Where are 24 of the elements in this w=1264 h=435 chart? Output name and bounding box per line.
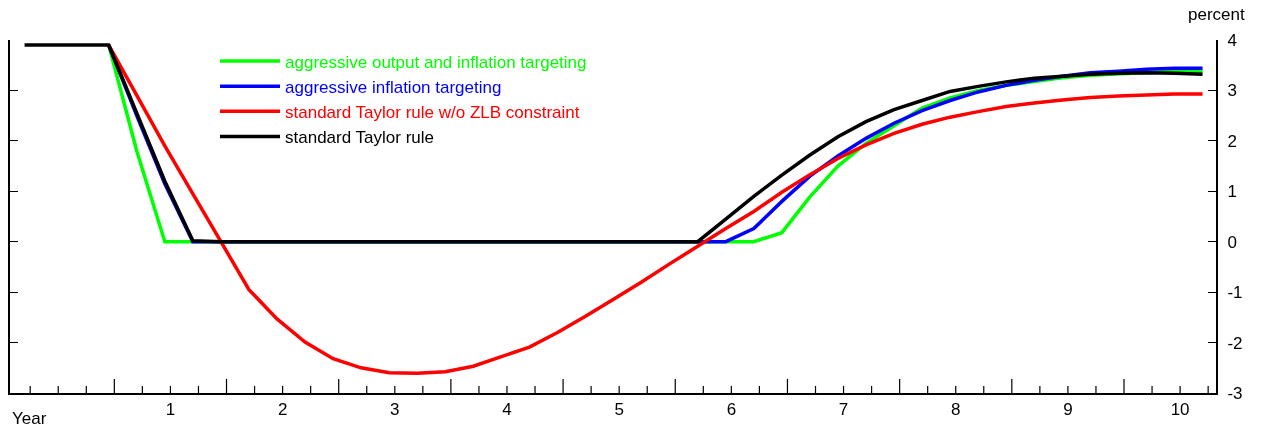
x-tick-label: 6 (726, 400, 737, 420)
y-tick-label: -3 (1227, 383, 1243, 403)
x-tick-label: 10 (1170, 400, 1190, 420)
y-axis-title: percent (1188, 5, 1245, 24)
legend-label: aggressive inflation targeting (285, 77, 502, 97)
y-tick-label: 0 (1227, 232, 1237, 252)
x-tick-label: 8 (951, 400, 961, 420)
legend-label: standard Taylor rule (285, 128, 435, 148)
x-tick-label: 5 (614, 400, 624, 420)
y-tick-label: 4 (1227, 30, 1237, 50)
x-tick-label: 7 (838, 400, 849, 420)
legend-label: standard Taylor rule w/o ZLB constraint (285, 102, 580, 122)
y-tick-label: -2 (1227, 333, 1243, 353)
x-axis-title: Year (12, 409, 47, 428)
x-tick-label: 4 (502, 400, 512, 420)
x-tick-label: 9 (1063, 400, 1073, 420)
y-tick-label: -1 (1227, 283, 1243, 303)
x-tick-label: 3 (390, 400, 400, 420)
y-tick-label: 1 (1227, 182, 1237, 202)
y-tick-label: 3 (1227, 81, 1237, 101)
legend-label: aggressive output and inflation targeting (285, 52, 587, 72)
y-tick-label: 2 (1227, 131, 1237, 151)
x-tick-label: 1 (165, 400, 176, 420)
x-tick-label: 2 (277, 400, 288, 420)
